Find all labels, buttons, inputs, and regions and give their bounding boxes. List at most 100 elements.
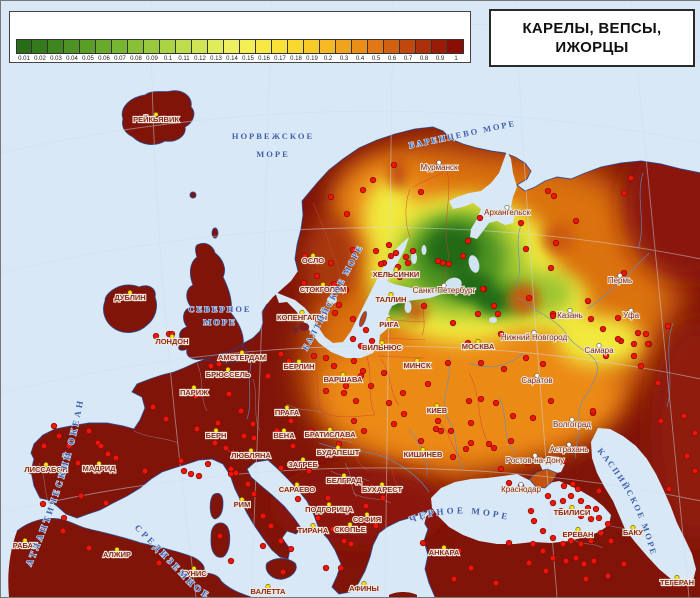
- sample-point: [574, 485, 582, 493]
- legend-swatch: [400, 39, 416, 54]
- legend-cell: 0.01: [16, 39, 32, 62]
- sample-point: [552, 239, 560, 247]
- city-marker: [420, 446, 426, 452]
- legend-value: 0.3: [339, 56, 349, 62]
- city-marker: [96, 460, 102, 466]
- sample-point: [604, 572, 612, 580]
- city-marker: [630, 524, 636, 530]
- sample-point: [444, 359, 452, 367]
- sample-point: [227, 557, 235, 565]
- city-marker: [596, 342, 602, 348]
- sample-point: [279, 568, 287, 576]
- city-marker: [341, 472, 347, 478]
- legend-value: 0.8: [419, 56, 429, 62]
- sample-point: [549, 312, 557, 320]
- city-marker: [531, 329, 537, 335]
- city-marker: [393, 266, 399, 272]
- map-title-box: КАРЕЛЫ, ВЕПСЫ, ИЖОРЦЫ: [489, 9, 695, 67]
- legend-cell: 0.05: [80, 39, 96, 62]
- sample-point: [630, 340, 638, 348]
- sample-point: [244, 480, 252, 488]
- city-label: РИГА: [379, 320, 399, 329]
- city-marker: [386, 316, 392, 322]
- sample-point: [117, 549, 125, 557]
- city-label: ТЕГЕРАН: [660, 578, 694, 587]
- city-regional: Волгоград: [552, 416, 592, 430]
- city-label: Ростов-на-Дону: [506, 456, 564, 465]
- sample-point: [289, 442, 297, 450]
- sample-point: [187, 470, 195, 478]
- city-label: РЕЙКЬЯВИК: [133, 115, 179, 124]
- legend-cell: 0.04: [64, 39, 80, 62]
- sample-point: [249, 420, 257, 428]
- sample-point: [141, 467, 149, 475]
- sample-point: [360, 427, 368, 435]
- sample-point: [214, 419, 222, 427]
- legend-cell: 1: [448, 39, 464, 62]
- city-marker: [294, 481, 300, 487]
- city-label: ВАЛЕТТА: [251, 587, 287, 596]
- city-marker: [191, 384, 197, 390]
- sample-point: [259, 512, 267, 520]
- legend-cell: 0.14: [224, 39, 240, 62]
- sample-point: [340, 389, 348, 397]
- legend-cell: 0.07: [112, 39, 128, 62]
- city-label: ЛИССАБОН: [24, 465, 67, 474]
- city-label: РИМ: [234, 500, 251, 509]
- legend-value: 0.15: [242, 56, 254, 62]
- sample-point: [572, 554, 580, 562]
- sample-point: [322, 354, 330, 362]
- sample-point: [467, 564, 475, 572]
- sample-point: [229, 449, 237, 457]
- zealand-island: [298, 322, 310, 332]
- city-marker: [534, 372, 540, 378]
- city-capital: ПАРИЖ: [179, 384, 209, 398]
- sample-point: [237, 407, 245, 415]
- sample-point: [112, 454, 120, 462]
- sample-point: [467, 439, 475, 447]
- city-marker: [281, 427, 287, 433]
- city-capital: ТЕГЕРАН: [659, 574, 695, 588]
- legend-swatch: [272, 39, 288, 54]
- legend-swatch: [256, 39, 272, 54]
- city-label: БРАТИСЛАВА: [304, 430, 356, 439]
- sample-point: [525, 294, 533, 302]
- city-marker: [248, 447, 254, 453]
- city-label: ВАРШАВА: [324, 375, 363, 384]
- city-label: БРЮССЕЛЬ: [206, 370, 251, 379]
- city-marker: [379, 339, 385, 345]
- city-label: Уфа: [623, 311, 640, 320]
- sample-point: [449, 453, 457, 461]
- sample-point: [55, 432, 63, 440]
- city-marker: [569, 416, 575, 422]
- legend-cell: 0.11: [176, 39, 192, 62]
- sample-point: [359, 186, 367, 194]
- sample-point: [149, 403, 157, 411]
- city-label: Мурманск: [421, 163, 458, 172]
- legend-swatch: [288, 39, 304, 54]
- legend-cell: 0.12: [192, 39, 208, 62]
- city-marker: [414, 357, 420, 363]
- sample-point: [305, 467, 313, 475]
- sample-point: [683, 452, 691, 460]
- city-marker: [674, 574, 680, 580]
- city-capital: КИШИНЕВ: [403, 446, 444, 460]
- city-marker: [441, 282, 447, 288]
- sample-point: [227, 465, 235, 473]
- sample-point: [195, 472, 203, 480]
- sample-point: [104, 450, 112, 458]
- sample-point: [432, 425, 440, 433]
- city-label: Краснодар: [501, 485, 541, 494]
- city-capital: РАБАТ: [12, 537, 39, 551]
- sample-point: [587, 315, 595, 323]
- sample-point: [313, 272, 321, 280]
- city-marker: [569, 504, 575, 510]
- city-label: АФИНЫ: [349, 584, 379, 593]
- city-marker: [213, 427, 219, 433]
- sample-point: [301, 252, 309, 260]
- city-regional: Мурманск: [420, 160, 459, 173]
- city-capital: АФИНЫ: [348, 580, 380, 594]
- legend-swatch: [128, 39, 144, 54]
- sample-point: [450, 575, 458, 583]
- city-capital: ВИЛЬНЮС: [361, 339, 404, 353]
